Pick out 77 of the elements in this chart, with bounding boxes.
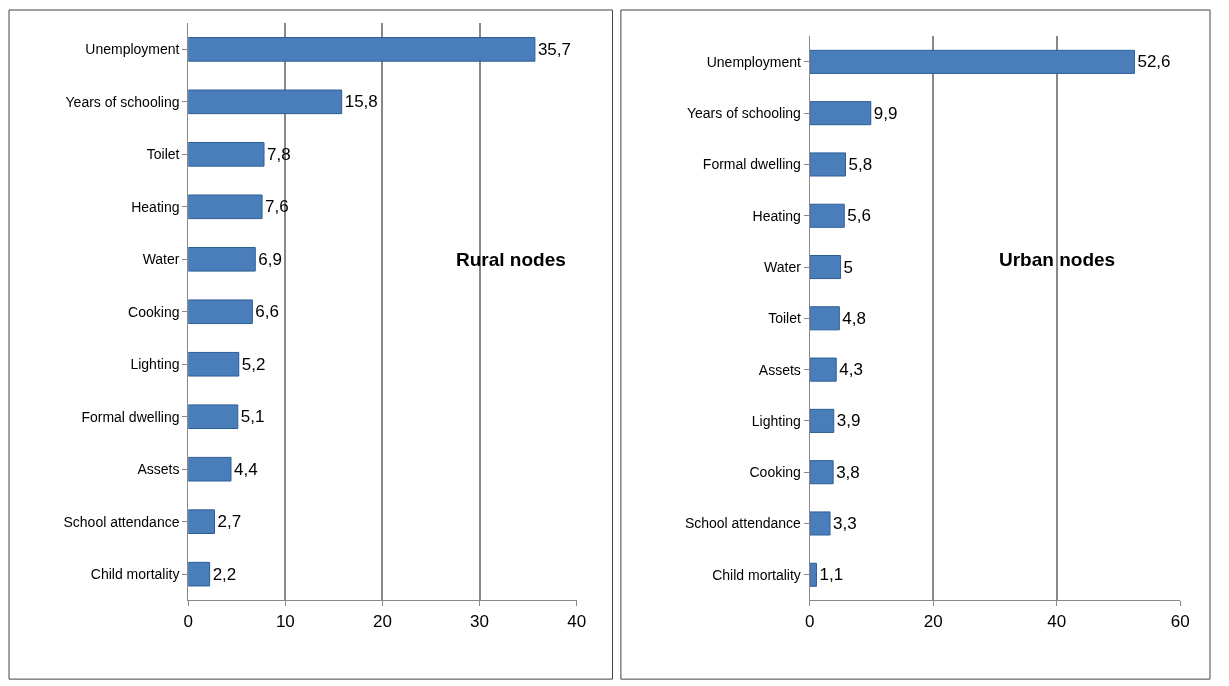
bar xyxy=(809,203,845,228)
data-label: 6,6 xyxy=(255,302,279,322)
y-tick-label: Formal dwelling xyxy=(81,408,180,425)
y-tick-label: Heating xyxy=(131,198,180,215)
y-tick-label: Assets xyxy=(758,361,801,378)
y-tick-label: School attendance xyxy=(63,513,180,530)
bar xyxy=(188,142,265,167)
data-label: 7,8 xyxy=(267,144,291,164)
bar xyxy=(188,404,239,430)
y-tick-label: Toilet xyxy=(768,310,801,327)
bar xyxy=(188,561,211,587)
bar xyxy=(809,152,846,177)
bar xyxy=(809,460,834,485)
data-label: 15,8 xyxy=(344,92,378,112)
bar xyxy=(809,408,835,433)
y-tick-label: Lighting xyxy=(751,412,801,429)
y-tick-label: Water xyxy=(142,251,180,268)
x-tick-label: 60 xyxy=(1170,611,1190,631)
data-label: 3,3 xyxy=(833,513,857,533)
bar xyxy=(809,357,837,382)
y-tick-label: Years of schooling xyxy=(686,105,801,122)
bar xyxy=(188,194,263,220)
bar xyxy=(188,351,240,377)
x-tick-label: 20 xyxy=(373,611,392,631)
data-label: 2,2 xyxy=(212,564,237,584)
data-label: 35,7 xyxy=(537,39,571,59)
data-label: 52,6 xyxy=(1137,52,1171,72)
y-tick-label: Water xyxy=(764,258,802,275)
y-tick-label: Toilet xyxy=(146,146,180,163)
y-tick-label: Child mortality xyxy=(90,566,180,583)
y-tick-label: Formal dwelling xyxy=(702,156,801,173)
data-label: 4,4 xyxy=(233,459,258,479)
data-label: 5,2 xyxy=(241,354,266,374)
bar xyxy=(809,49,1135,74)
x-tick-label: 0 xyxy=(183,611,194,631)
y-tick-label: Cooking xyxy=(128,303,180,320)
x-tick-label: 30 xyxy=(470,611,490,631)
bar xyxy=(809,306,840,331)
x-tick-label: 20 xyxy=(923,611,943,631)
bar xyxy=(188,299,253,325)
bar xyxy=(188,456,232,482)
y-tick-label: Cooking xyxy=(749,464,801,481)
y-tick-label: Unemployment xyxy=(706,53,801,70)
data-label: 3,9 xyxy=(836,411,861,431)
data-label: 7,6 xyxy=(265,197,289,217)
text: Rural nodes xyxy=(456,249,566,270)
bar xyxy=(809,254,842,280)
y-tick-label: School attendance xyxy=(684,515,802,532)
bar xyxy=(809,101,872,126)
text: Urban nodes xyxy=(999,249,1116,270)
bar xyxy=(188,37,536,62)
x-tick-label: 0 xyxy=(804,611,815,631)
data-label: 5,6 xyxy=(847,206,871,226)
bar xyxy=(188,246,256,272)
y-tick-label: Assets xyxy=(137,461,180,478)
data-label: 5,8 xyxy=(848,154,873,174)
bar xyxy=(809,511,831,536)
data-label: 9,9 xyxy=(873,103,898,123)
y-tick-label: Heating xyxy=(752,207,801,224)
data-label: 4,8 xyxy=(842,308,866,328)
x-tick-label: 10 xyxy=(275,611,295,631)
y-tick-label: Unemployment xyxy=(85,41,180,58)
x-tick-label: 40 xyxy=(1047,611,1067,631)
data-label: 4,3 xyxy=(839,360,863,380)
data-label: 5,1 xyxy=(240,407,265,427)
y-tick-label: Lighting xyxy=(130,356,180,373)
data-label: 5 xyxy=(843,257,854,277)
y-tick-label: Years of schooling xyxy=(65,93,180,110)
data-label: 3,8 xyxy=(836,462,860,482)
data-label: 2,7 xyxy=(217,512,242,532)
bar xyxy=(809,562,817,587)
data-label: 1,1 xyxy=(819,565,844,585)
bar xyxy=(188,89,343,115)
data-label: 6,9 xyxy=(258,249,282,269)
x-tick-label: 40 xyxy=(567,611,587,631)
y-tick-label: Child mortality xyxy=(712,566,801,583)
bar xyxy=(188,509,215,534)
